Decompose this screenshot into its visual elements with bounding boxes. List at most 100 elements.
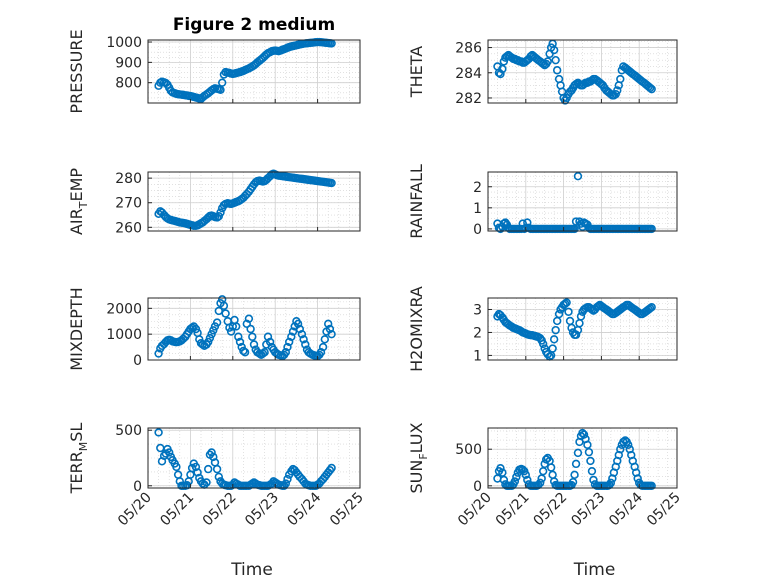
data-point — [187, 323, 197, 332]
data-point — [204, 337, 213, 347]
data-point — [552, 66, 562, 75]
data-point — [571, 330, 581, 339]
data-point — [573, 172, 583, 181]
y-tick-label: 286 — [455, 41, 482, 57]
data-point — [231, 322, 241, 331]
data-point — [207, 329, 216, 339]
subplot-pressure: 800 900 1000 PRESSURE Figure 2 medium — [67, 15, 361, 114]
y-tick-label: 2000 — [106, 301, 142, 317]
x-tick-label: 05/21 — [157, 490, 197, 530]
data-point — [327, 178, 336, 188]
data-point — [235, 337, 245, 347]
data-point — [645, 83, 655, 93]
data-point — [191, 324, 201, 334]
data-point — [258, 349, 268, 358]
data-point — [587, 466, 597, 476]
axes-box — [147, 427, 361, 489]
data-point — [255, 349, 264, 358]
x-tick-label: 05/22 — [200, 490, 240, 530]
y-tick-label: 280 — [115, 171, 142, 187]
data-point — [318, 342, 328, 352]
data-point — [510, 477, 520, 486]
data-point — [299, 335, 308, 344]
y-axis-label: RAINFALL — [407, 164, 426, 239]
data-point — [645, 304, 655, 313]
data-point — [265, 337, 275, 347]
axes-box — [147, 171, 361, 232]
data-point — [249, 340, 259, 349]
data-point — [327, 463, 336, 473]
chart-title: Figure 2 medium — [173, 15, 335, 35]
data-point — [216, 208, 225, 217]
data-point — [281, 479, 290, 488]
subplot-terr-msl: 0 500 TERRMSL 05/20 05/21 05/22 05/23 05/24 05/2… — [67, 423, 367, 580]
y-axis-label: THETA — [407, 46, 426, 98]
data-point — [496, 464, 505, 473]
subplot-mixdepth: 0 1000 2000 MIXDEPTH — [67, 287, 361, 371]
y-axis-label: AIRTEMP — [67, 168, 90, 235]
data-point — [327, 329, 336, 339]
y-tick-label: 284 — [455, 66, 482, 82]
axes-box — [487, 427, 678, 489]
data-point — [560, 299, 570, 308]
data-point — [172, 462, 181, 472]
data-point — [283, 342, 292, 352]
y-tick-label: 0 — [473, 479, 482, 495]
data-point — [320, 335, 330, 344]
subplot-theta: 282 284 286 THETA — [407, 39, 678, 107]
data-point — [535, 478, 545, 488]
data-point — [616, 445, 625, 454]
data-point — [221, 309, 230, 318]
data-point — [586, 456, 595, 466]
data-point — [218, 78, 227, 87]
data-point — [616, 74, 625, 84]
data-point — [517, 224, 526, 234]
data-point — [283, 474, 292, 484]
data-point — [248, 332, 257, 341]
y-tick-label: 1000 — [106, 327, 142, 343]
data-point — [240, 348, 250, 357]
data-point — [212, 464, 222, 474]
x-axis-label: Time — [230, 560, 273, 580]
y-tick-label: 1 — [473, 201, 482, 217]
data-point — [543, 57, 552, 66]
data-point — [281, 348, 290, 357]
data-point — [538, 339, 548, 349]
y-tick-label: 1 — [473, 348, 482, 364]
x-tick-label: 05/21 — [493, 490, 533, 530]
y-tick-label: 0 — [473, 222, 482, 238]
data-point — [512, 472, 521, 482]
y-tick-label: 3 — [473, 302, 482, 318]
axes-box — [487, 39, 678, 104]
x-tick-label: 05/20 — [115, 490, 155, 530]
x-tick-label: 05/23 — [568, 490, 608, 530]
data-point — [611, 89, 620, 99]
data-point — [239, 346, 248, 356]
x-tick-label: 05/25 — [327, 490, 367, 530]
axes-box — [487, 171, 678, 232]
data-point — [301, 340, 310, 349]
data-point — [293, 319, 303, 329]
data-point — [496, 69, 505, 79]
data-point — [498, 64, 507, 74]
data-point — [191, 462, 201, 472]
subplot-air-temp: 260 270 280 AIRTEMP — [67, 168, 361, 236]
y-tick-label: 260 — [115, 220, 142, 236]
data-point — [193, 468, 202, 477]
data-point — [573, 448, 583, 458]
y-axis-label: SUNFLUX — [407, 422, 430, 493]
x-tick-label: 05/22 — [531, 490, 571, 530]
data-point — [209, 452, 218, 462]
data-point — [288, 327, 298, 336]
data-point — [207, 448, 216, 457]
data-point — [551, 325, 560, 335]
y-tick-label: 282 — [455, 91, 482, 107]
data-point — [246, 324, 255, 334]
data-point — [297, 329, 307, 339]
data-point — [219, 301, 229, 310]
data-point — [647, 481, 656, 491]
data-point — [234, 332, 243, 341]
axes-box — [487, 297, 678, 361]
y-tick-label: 2 — [473, 325, 482, 341]
